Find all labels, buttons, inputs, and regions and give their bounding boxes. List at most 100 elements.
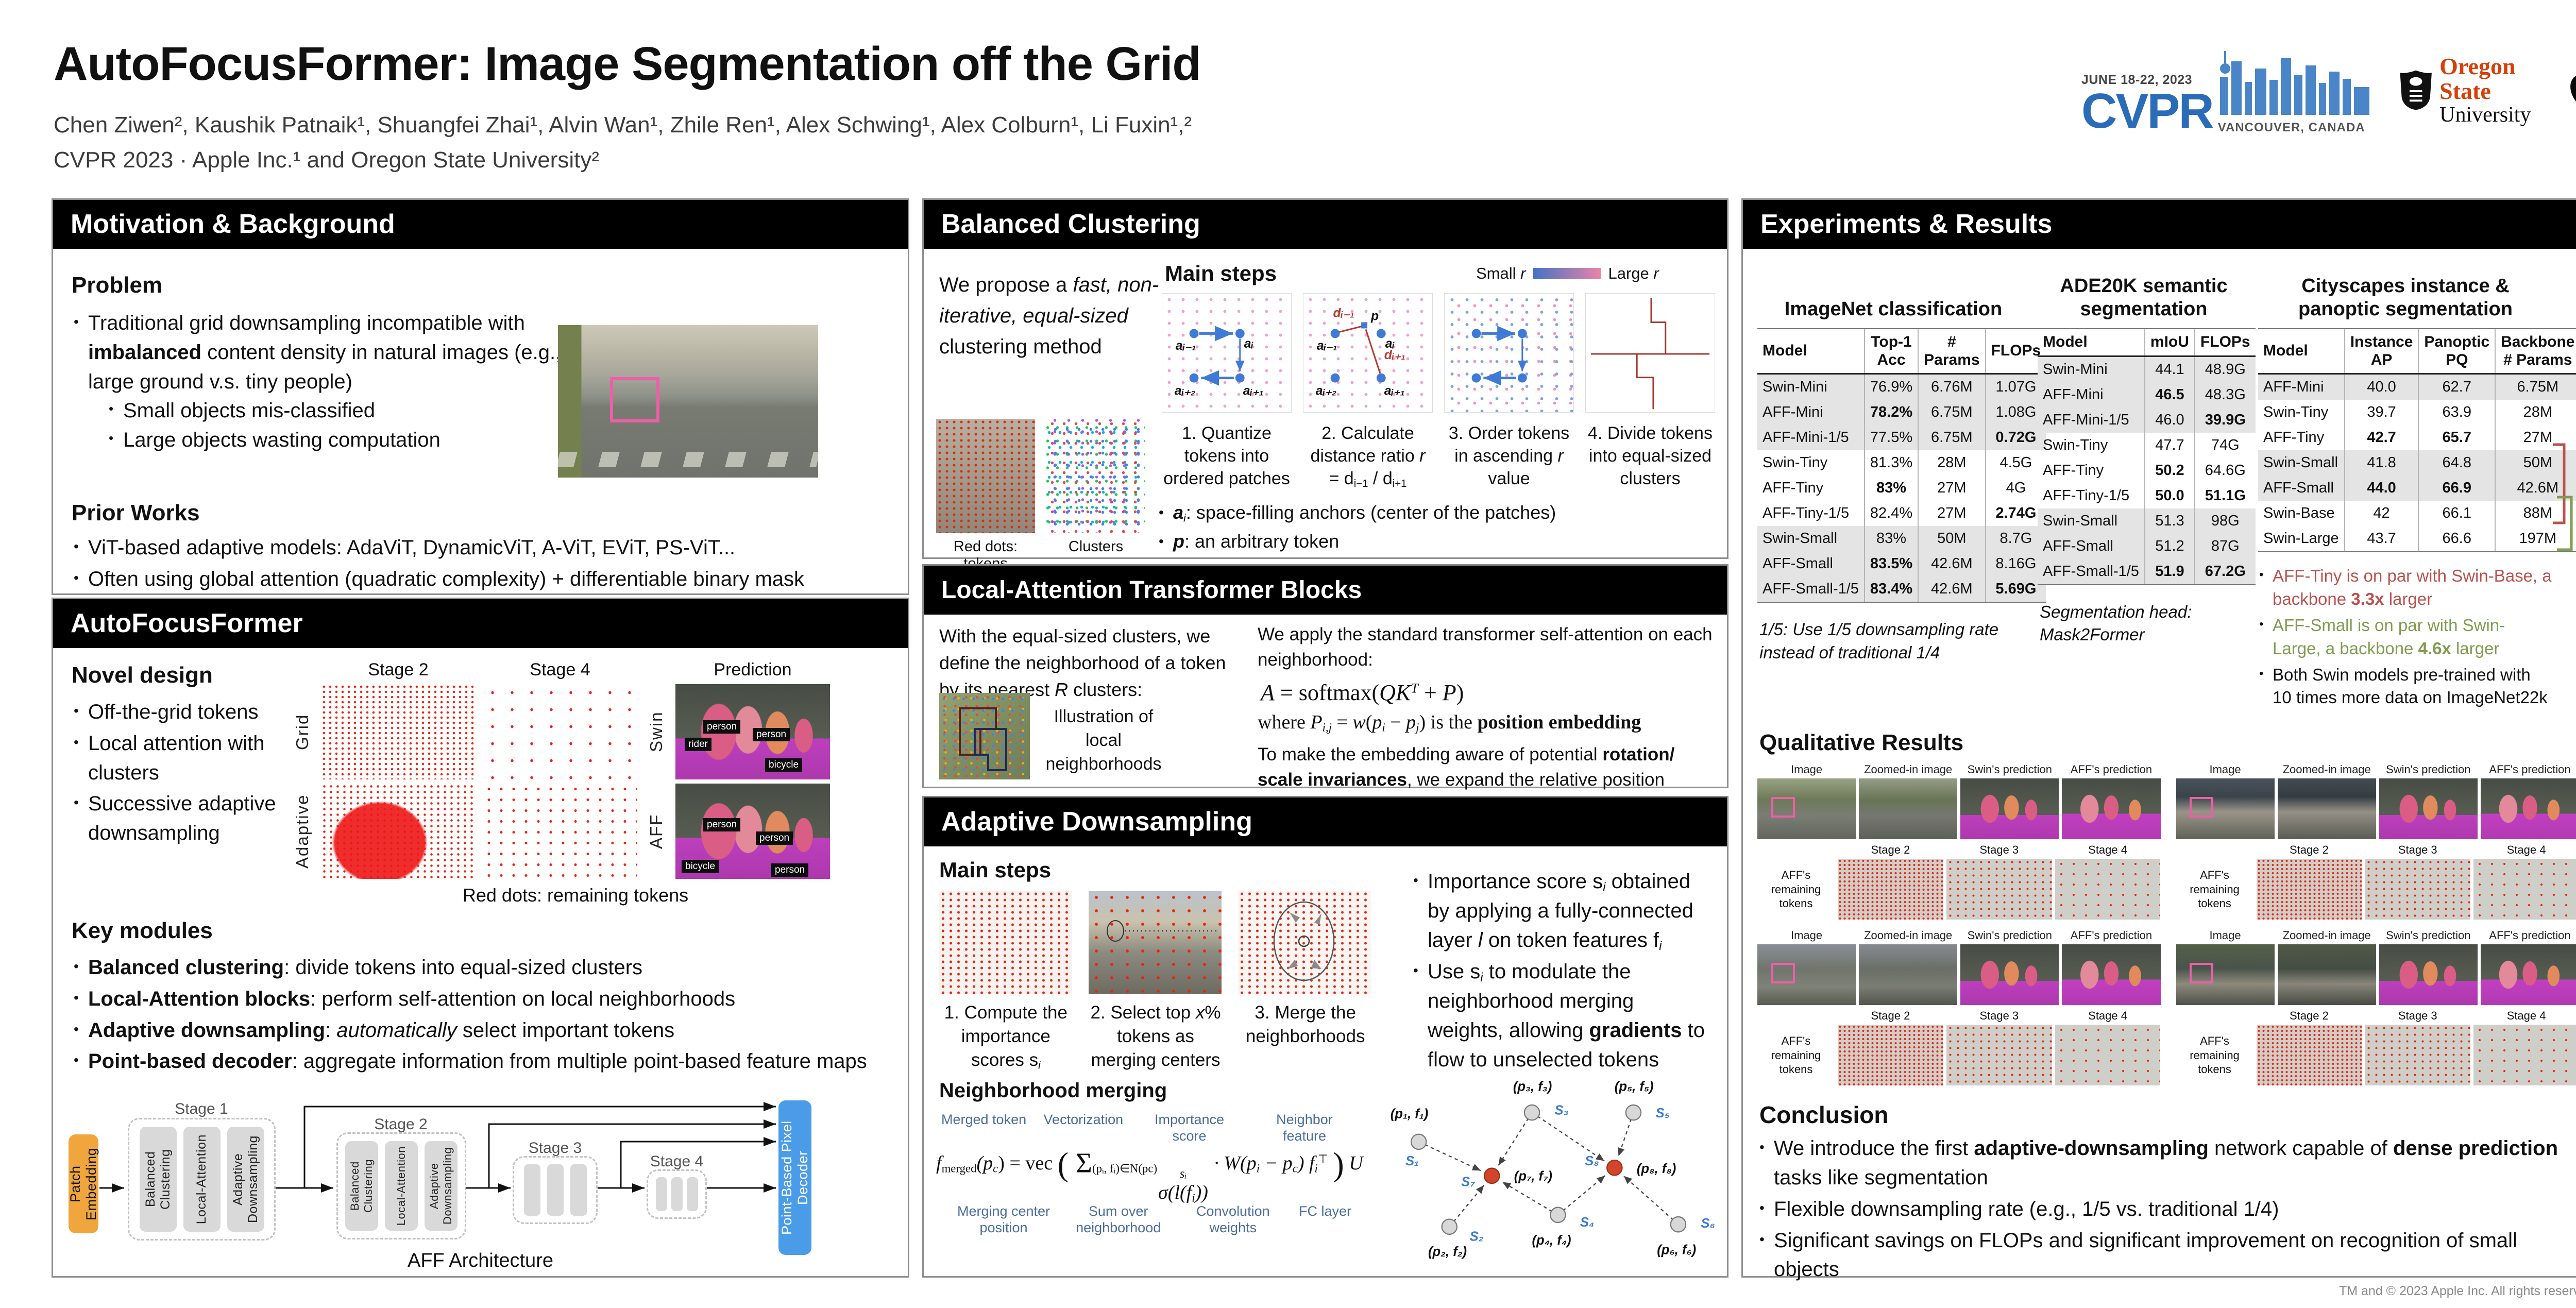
merging-center-node [1606,1159,1623,1176]
table-cell: 76.9% [1863,373,1919,400]
remaining-tokens-image [1838,1025,1943,1086]
text-run: + [1418,680,1443,705]
svg-text:dᵢ₋₁: dᵢ₋₁ [1333,307,1354,320]
qualitative-results-heading: Qualitative Results [1759,730,1964,756]
list-item: Point-based decoder: aggregate informati… [72,1047,891,1076]
patch-embedding-box: Patch Embedding [67,1134,99,1233]
list-item: Both Swin models pre-trained with 10 tim… [2258,664,2553,710]
table-cell: 87G [2194,533,2256,559]
table-title: ImageNet classification [1784,298,2003,320]
stage-label: Stage 4 [2506,1009,2546,1023]
merging-centers-image [1089,891,1222,994]
text-run: obtained by applying a fully-connected l… [1428,870,1693,952]
formula-label: Importance score [1155,1112,1225,1144]
formula-label: Sum over neighborhood [1076,1203,1161,1236]
table-cell: AFF-Small [2263,480,2334,496]
text-run: i [1256,1162,1260,1176]
text-run: P [1310,711,1323,733]
table-row: AFF-Mini 78.2% 6.75M 1.08G [1757,400,2046,425]
stage-label: Stage 2 [374,1116,428,1133]
section-header: Experiments & Results [1743,200,2576,249]
remaining-tokens-label: AFF's remaining tokens [2190,1034,2240,1076]
position-embedding-line: where Pi,j = w(pi − pj) is the position … [1258,711,1716,735]
tokens-figure: Red dots: tokens [936,419,1035,572]
node-score-label: S₇ [1461,1175,1475,1189]
figure-col-label: Stage 2 [368,660,429,680]
qual-col-label: Swin's prediction [2386,763,2471,776]
novel-design-heading: Novel design [72,663,213,688]
osu-sub: University [2439,103,2531,127]
text-run: Segmentation head: Mask2Former [2040,602,2192,644]
node-feature-label: (p₆, f₆) [1657,1243,1696,1257]
formula-label: Merging center position [957,1203,1050,1236]
remaining-tokens-image [2256,859,2362,920]
panel-experiments-results: Experiments & Results ImageNet classific… [1741,198,2576,1281]
text-run: = softmax( [1274,680,1380,705]
token-node [1410,1133,1427,1150]
table-cell: AFF-Mini [2043,386,2104,403]
table-header-cell: FLOPs [1985,328,2046,375]
architecture-caption: AFF Architecture [408,1250,553,1271]
table-cell: 82.4% [1863,501,1919,526]
text-run: 2. Calculate distance ratio [1310,423,1420,466]
text-run: We propose a [939,274,1073,296]
table-header-cell: Backbone # Params [2495,328,2576,375]
table-cell: 39.9G [2194,407,2256,433]
table-row: Swin-Tiny 47.7 74G [2038,432,2256,458]
text-run: c [993,1162,998,1176]
text-run: = [1331,711,1353,733]
qual-col-label: AFF's prediction [2070,929,2153,942]
aff-prediction-image [2062,778,2161,840]
table-header-cell: mIoU [2144,328,2195,357]
list-item: Importance score si obtained by applying… [1411,867,1713,955]
text-run: content density in natural images (e.g.,… [88,341,562,393]
table-row: Swin-Small 41.8 64.8 50M [2258,450,2576,475]
figure-row-label: Grid [293,714,312,750]
step-caption: 3. Order tokens in ascending r value [1444,422,1574,491]
stage-label: Stage 3 [2398,843,2437,857]
segment-label-chip: rider [685,737,712,751]
table-cell: 47.7 [2144,432,2195,458]
table-row: Swin-Tiny 39.7 63.9 28M [2258,400,2576,425]
text-run: r [1557,446,1564,466]
formula-text: where Pi,j = w(pi − pj) is the position … [1258,711,1641,734]
table-header-cell: Top-1 Acc [1863,328,1919,375]
qual-col-label: Zoomed-in image [1864,929,1953,942]
highlight-box [2190,796,2214,818]
ade20k-table-host: Model mIoU FLOPs Swin-Mini 44.1 48.9G AFF-Mini… [2038,328,2256,585]
list-item: Local attention with clusters [72,729,303,788]
table-cell: 8.7G [1985,526,2046,551]
text-run: (pᵢ, fᵢ)∈N(pc) [1092,1162,1158,1176]
stage-label: Stage 1 [175,1100,228,1117]
main-steps-heading: Main steps [939,858,1052,882]
table-cell: 83.4% [1863,576,1919,603]
highlight-box [1771,796,1795,818]
table-cell: AFF-Small-1/5 [1757,576,1865,603]
text-run: 2. Select top [1090,1003,1196,1023]
cityscapes-column: Cityscapes instance & panoptic segmentat… [2258,273,2576,712]
table-cell: 63.9 [2418,400,2496,425]
text-run: Local-Attention blocks [88,987,311,1010]
table-cell: 6.76M [1918,373,1986,400]
table-cell: Swin-Tiny [1762,454,1828,471]
step-caption: 2. Select top x% tokens as merging cente… [1089,1001,1223,1073]
svg-text:dᵢ₊₁: dᵢ₊₁ [1384,348,1405,362]
street-scene-image [558,325,818,478]
figure-method-label: AFF [647,813,666,849]
anchors-diagram: aᵢ₋₁ aᵢ aᵢ₊₁ aᵢ₊₂ [1175,326,1264,398]
table-cell: AFF-Mini [1762,404,1823,420]
block [523,1164,540,1216]
text-run: select important tokens [456,1018,675,1042]
qualitative-example: Image Zoomed-in image Swin's prediction AFF… [2176,763,2576,920]
token-node [1523,1104,1540,1121]
text-run: Importance score s [1428,870,1603,893]
table-row: AFF-Small-1/5 51.9 67.2G [2038,558,2256,585]
list-item: Use si to modulate the neighborhood merg… [1411,957,1713,1074]
graph-edge [1502,1181,1558,1216]
adaptive-stage2-image [321,784,476,879]
table-cell: AFF-Small [1762,555,1833,572]
text-run: : perform self-attention on local neighb… [310,987,736,1010]
table-note: 1/5: Use 1/5 downsampling rate instead o… [1757,618,2029,664]
table-row: AFF-Tiny 83% 27M 4G [1757,475,2046,501]
node-score-label: S₄ [1580,1215,1594,1230]
